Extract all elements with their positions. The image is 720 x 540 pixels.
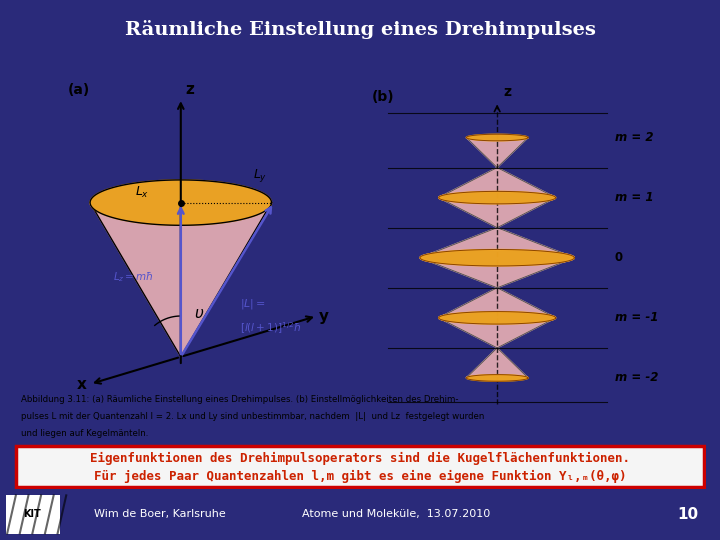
Text: m = 2: m = 2 <box>615 131 654 144</box>
Polygon shape <box>90 180 271 225</box>
Polygon shape <box>420 249 575 266</box>
Polygon shape <box>467 134 528 141</box>
Text: Atome und Moleküle,  13.07.2010: Atome und Moleküle, 13.07.2010 <box>302 509 490 519</box>
Polygon shape <box>438 198 556 228</box>
Polygon shape <box>438 318 556 348</box>
Text: (a): (a) <box>68 83 90 97</box>
Text: 0: 0 <box>615 251 623 264</box>
Text: (b): (b) <box>372 91 394 104</box>
Text: $[l(l+1)]^{1/2}\hbar$: $[l(l+1)]^{1/2}\hbar$ <box>240 320 301 336</box>
Polygon shape <box>420 258 575 288</box>
Polygon shape <box>467 375 528 381</box>
Text: KIT: KIT <box>24 509 41 519</box>
Text: $\upsilon$: $\upsilon$ <box>194 306 204 321</box>
Polygon shape <box>467 138 528 167</box>
Polygon shape <box>467 348 528 378</box>
Text: z: z <box>185 82 194 97</box>
Polygon shape <box>438 312 556 324</box>
Text: Räumliche Einstellung eines Drehimpulses: Räumliche Einstellung eines Drehimpulses <box>125 21 595 39</box>
Text: 10: 10 <box>678 507 698 522</box>
Text: Eigenfunktionen des Drehimpulsoperators sind die Kugelflächenfunktionen.: Eigenfunktionen des Drehimpulsoperators … <box>90 452 630 465</box>
Text: $L_z = m\hbar$: $L_z = m\hbar$ <box>113 269 153 284</box>
Text: $L_y$: $L_y$ <box>253 167 268 184</box>
FancyBboxPatch shape <box>6 495 60 534</box>
Text: m = 1: m = 1 <box>615 191 654 204</box>
Text: pulses L mit der Quantenzahl l = 2. Lx und Ly sind unbestimmbar, nachdem  |L|  u: pulses L mit der Quantenzahl l = 2. Lx u… <box>22 411 485 421</box>
Polygon shape <box>438 288 556 318</box>
Text: y: y <box>319 308 329 323</box>
Polygon shape <box>438 167 556 198</box>
Text: x: x <box>76 376 86 392</box>
Text: Abbildung 3.11: (a) Räumliche Einstellung eines Drehimpulses. (b) Einstellmöglic: Abbildung 3.11: (a) Räumliche Einstellun… <box>22 395 459 404</box>
Text: Wim de Boer, Karlsruhe: Wim de Boer, Karlsruhe <box>94 509 225 519</box>
Text: m = -1: m = -1 <box>615 312 658 325</box>
Text: m = -2: m = -2 <box>615 372 658 384</box>
Text: und liegen auf Kegelmänteln.: und liegen auf Kegelmänteln. <box>22 429 149 437</box>
Polygon shape <box>438 191 556 204</box>
Text: Für jedes Paar Quantenzahlen l,m gibt es eine eigene Funktion Yₗ,ₘ(θ,φ): Für jedes Paar Quantenzahlen l,m gibt es… <box>94 470 626 483</box>
Polygon shape <box>90 202 271 357</box>
Text: $L_x$: $L_x$ <box>135 185 150 200</box>
Polygon shape <box>420 228 575 258</box>
Text: $|L| =$: $|L| =$ <box>240 298 266 312</box>
FancyBboxPatch shape <box>17 446 703 487</box>
Text: z: z <box>504 85 512 99</box>
